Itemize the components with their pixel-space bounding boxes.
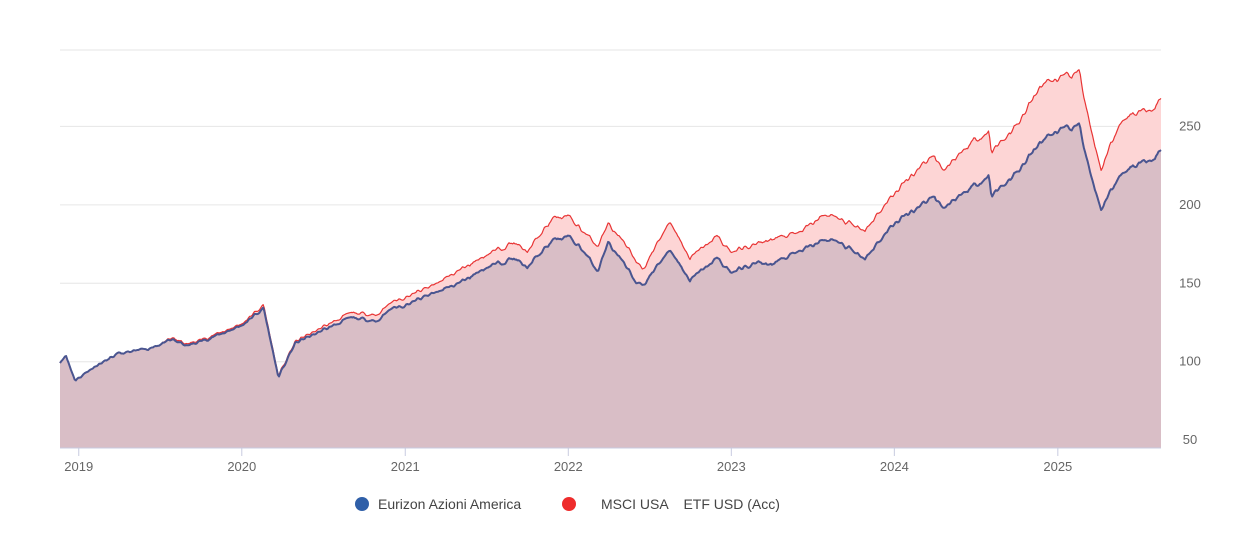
x-tick-label: 2019	[64, 459, 93, 474]
legend-item-msci[interactable]: MSCI USA ETF USD (Acc)	[562, 496, 780, 512]
y-tick-label: 200	[1179, 197, 1201, 212]
legend-label-msci: MSCI USA ETF USD (Acc)	[601, 496, 780, 512]
x-tick-label: 2021	[391, 459, 420, 474]
legend-marker-eurizon	[355, 497, 369, 511]
x-tick-label: 2022	[554, 459, 583, 474]
series-areas	[59, 69, 1162, 449]
y-tick-label: 100	[1179, 354, 1201, 369]
y-tick-label: 50	[1183, 432, 1197, 447]
legend-marker-msci	[562, 497, 576, 511]
x-tick-label: 2025	[1043, 459, 1072, 474]
y-tick-label: 250	[1179, 118, 1201, 133]
series-line-eurizon[interactable]	[59, 122, 1162, 382]
legend-item-eurizon[interactable]: Eurizon Azioni America	[355, 496, 521, 512]
x-axis-ticks: 2019 2020 2021 2022 2023 2024 2025	[64, 448, 1072, 474]
series-area-eurizon	[60, 123, 1161, 449]
x-tick-label: 2020	[227, 459, 256, 474]
y-axis-ticks: 50 100 150 200 250	[1179, 118, 1201, 447]
x-tick-label: 2024	[880, 459, 909, 474]
legend: Eurizon Azioni America MSCI USA ETF USD …	[0, 496, 1239, 520]
series-line-msci[interactable]	[59, 69, 1162, 383]
y-tick-label: 150	[1179, 275, 1201, 290]
legend-label-eurizon: Eurizon Azioni America	[378, 496, 522, 512]
x-tick-label: 2023	[717, 459, 746, 474]
